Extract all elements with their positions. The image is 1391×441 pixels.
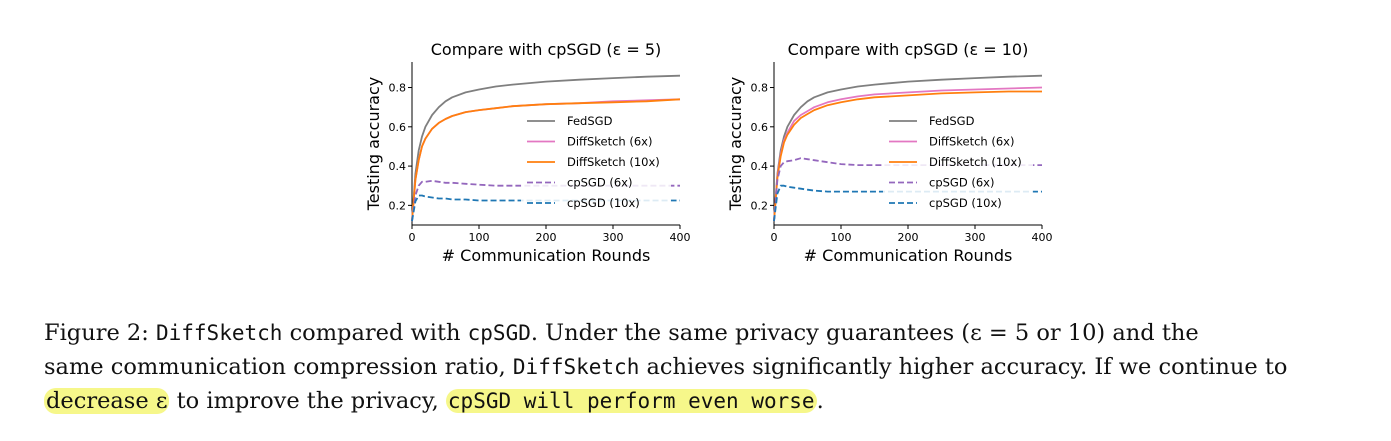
y-tick-label: 0.2: [751, 199, 769, 212]
x-tick-label: 0: [409, 231, 416, 244]
caption-line-1: Figure 2: DiffSketch compared with cpSGD…: [44, 316, 1384, 350]
series-line-diffsketch-10x: [411, 98, 681, 222]
legend-label-cpsgd-6x: cpSGD (6x): [567, 176, 632, 190]
legend-label-cpsgd-6x: cpSGD (6x): [929, 176, 994, 190]
caption-line-2: same communication compression ratio, Di…: [44, 350, 1384, 384]
legend-label-diffsketch-10x: DiffSketch (10x): [929, 155, 1022, 169]
caption-figure-label: Figure 2:: [44, 320, 156, 346]
legend-label-cpsgd-10x: cpSGD (10x): [929, 196, 1002, 210]
y-axis-label: Testing accuracy: [726, 77, 745, 212]
chart-title: Compare with cpSGD (ε = 5): [431, 40, 662, 59]
x-tick-label: 200: [898, 231, 919, 244]
x-tick-label: 0: [771, 231, 778, 244]
series-line-fedsgd: [773, 74, 1043, 222]
caption-text: same communication compression ratio,: [44, 354, 513, 380]
caption-text: .: [816, 388, 824, 414]
caption-text: to improve the privacy,: [169, 388, 446, 414]
y-tick-label: 0.2: [389, 199, 407, 212]
y-tick-label: 0.8: [751, 82, 769, 95]
legend-background: [521, 109, 671, 218]
series-line-fedsgd: [411, 74, 681, 222]
caption-highlight-decrease: decrease ε: [44, 388, 170, 414]
chart-epsilon-5: Compare with cpSGD (ε = 5) 0 100 200 300 400 0…: [360, 30, 700, 270]
y-tick-label: 0.6: [751, 121, 769, 134]
x-tick-label: 100: [469, 231, 490, 244]
legend-label-fedsgd: FedSGD: [567, 114, 613, 128]
series-line-cpsgd-6x: [773, 157, 1042, 222]
chart-epsilon-10: Compare with cpSGD (ε = 10) 0 100 200 300 400…: [722, 30, 1062, 270]
legend-label-diffsketch-10x: DiffSketch (10x): [567, 155, 660, 169]
figure-caption: Figure 2: DiffSketch compared with cpSGD…: [44, 316, 1384, 418]
caption-highlight-cpsgd-worse: cpSGD will perform even worse: [445, 389, 817, 413]
legend-label-cpsgd-10x: cpSGD (10x): [567, 196, 640, 210]
y-tick-label: 0.6: [389, 121, 407, 134]
caption-text: . Under the same privacy guarantees (ε =…: [530, 320, 1199, 346]
x-tick-label: 100: [831, 231, 852, 244]
series-line-cpsgd-6x: [411, 179, 680, 222]
caption-line-3: decrease ε to improve the privacy, cpSGD…: [44, 384, 1384, 418]
y-axis-label: Testing accuracy: [364, 77, 383, 212]
x-axis-label: # Communication Rounds: [442, 246, 651, 265]
chart-title: Compare with cpSGD (ε = 10): [788, 40, 1029, 59]
series-line-diffsketch-10x: [773, 90, 1042, 222]
y-tick-label: 0.4: [389, 160, 407, 173]
x-tick-label: 400: [1032, 231, 1053, 244]
chart-epsilon-10-svg: Compare with cpSGD (ε = 10) 0 100 200 300 400…: [726, 40, 1053, 265]
chart-epsilon-5-svg: Compare with cpSGD (ε = 5) 0 100 200 300 400 0…: [364, 40, 691, 265]
legend-background: [883, 109, 1033, 218]
x-tick-label: 200: [536, 231, 557, 244]
x-tick-label: 300: [965, 231, 986, 244]
caption-diffsketch-code: DiffSketch: [512, 355, 640, 379]
legend-label-diffsketch-6x: DiffSketch (6x): [567, 135, 652, 149]
x-axis-label: # Communication Rounds: [804, 246, 1013, 265]
caption-text: compared with: [282, 320, 468, 346]
caption-diffsketch-code: DiffSketch: [155, 321, 283, 345]
caption-cpsgd-code: cpSGD: [467, 321, 531, 345]
legend-label-fedsgd: FedSGD: [929, 114, 975, 128]
y-tick-label: 0.4: [751, 160, 769, 173]
x-tick-label: 300: [603, 231, 624, 244]
caption-text: achieves significantly higher accuracy. …: [639, 354, 1288, 380]
legend-label-diffsketch-6x: DiffSketch (6x): [929, 135, 1014, 149]
x-tick-label: 400: [670, 231, 691, 244]
y-tick-label: 0.8: [389, 82, 407, 95]
